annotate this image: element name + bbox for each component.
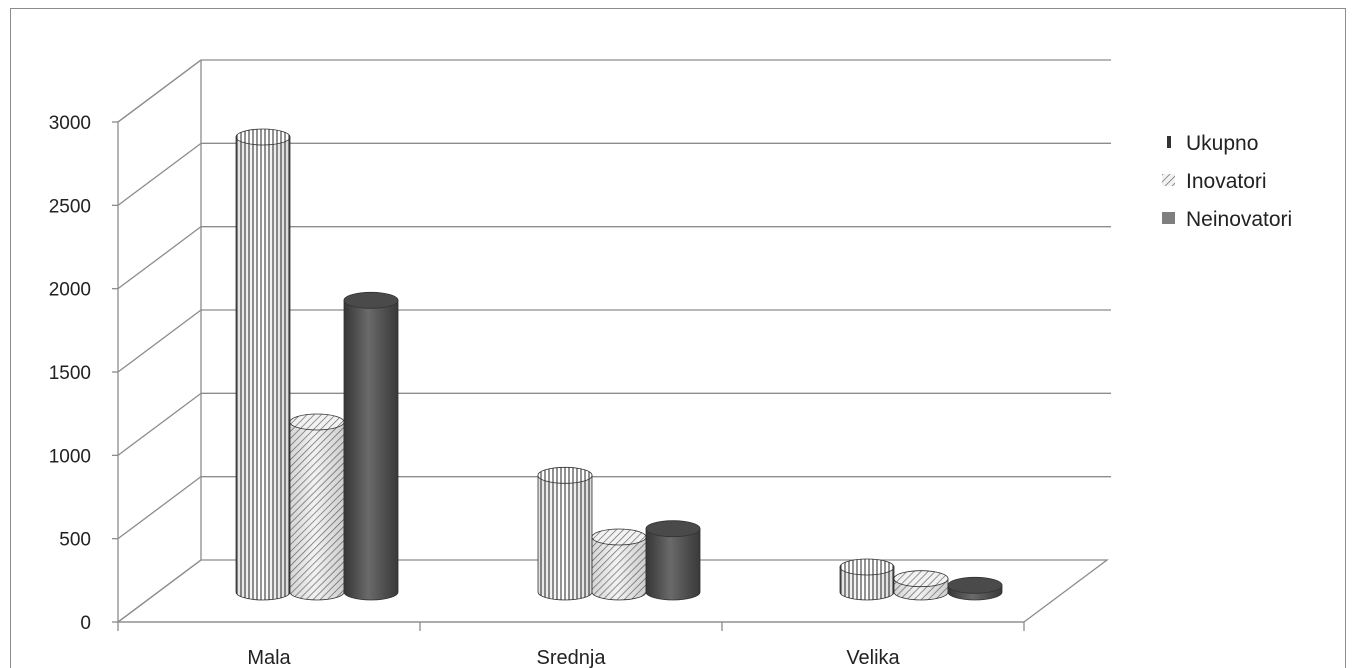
y-tick-label: 0 bbox=[80, 613, 91, 634]
legend-swatch bbox=[1167, 136, 1171, 148]
bars bbox=[235, 128, 1003, 601]
y-tick-label: 500 bbox=[59, 530, 91, 551]
legend-label: Neinovatori bbox=[1186, 208, 1292, 231]
legend-swatch bbox=[1162, 174, 1175, 186]
bar-inovatori-velika bbox=[893, 570, 949, 601]
bar-inovatori-srednja bbox=[591, 528, 647, 601]
bar-ukupno-srednja bbox=[537, 466, 593, 601]
y-axis-tick-labels: 0 500 1000 1500 2000 2500 3000 bbox=[49, 113, 91, 634]
category-label: Velika bbox=[846, 647, 900, 668]
gridline-side bbox=[117, 309, 202, 373]
y-tick-label: 2500 bbox=[49, 196, 91, 217]
gridline-side bbox=[117, 392, 202, 456]
axes bbox=[112, 121, 1025, 631]
x-axis-category-labels: Mala Srednja Velika bbox=[247, 647, 900, 668]
bar-ukupno-velika bbox=[839, 558, 895, 601]
wall-edge bbox=[117, 59, 202, 123]
gridline-side bbox=[117, 142, 202, 206]
y-tick-label: 1000 bbox=[49, 446, 91, 467]
gridline-side bbox=[117, 226, 202, 290]
chart-frame bbox=[10, 8, 1346, 668]
bar-ukupno-mala bbox=[235, 128, 291, 601]
gridline-side bbox=[117, 476, 202, 540]
bar-inovatori-mala bbox=[289, 413, 345, 601]
bar-neinovatori-velika bbox=[947, 576, 1003, 601]
gridlines bbox=[116, 59, 1111, 623]
legend-label: Inovatori bbox=[1186, 170, 1267, 193]
legend-label: Ukupno bbox=[1186, 132, 1258, 155]
legend-item-inovatori: Inovatori bbox=[1162, 170, 1267, 193]
y-tick-label: 1500 bbox=[49, 363, 91, 384]
category-label: Srednja bbox=[537, 647, 607, 668]
legend: Ukupno Inovatori Neinovatori bbox=[1162, 132, 1292, 231]
y-tick-label: 2000 bbox=[49, 280, 91, 301]
bar-neinovatori-mala bbox=[343, 291, 399, 601]
category-label: Mala bbox=[247, 647, 291, 668]
legend-swatch bbox=[1162, 212, 1175, 224]
legend-item-neinovatori: Neinovatori bbox=[1162, 208, 1292, 231]
legend-item-ukupno: Ukupno bbox=[1167, 132, 1258, 155]
bar-neinovatori-srednja bbox=[645, 520, 701, 601]
gridline-side bbox=[117, 559, 202, 623]
y-tick-label: 3000 bbox=[49, 113, 91, 134]
